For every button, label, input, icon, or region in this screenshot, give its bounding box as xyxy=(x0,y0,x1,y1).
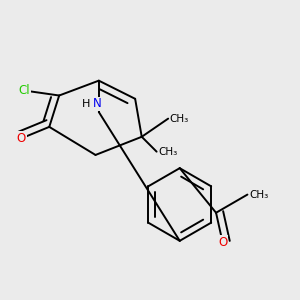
Text: N: N xyxy=(93,97,101,110)
Text: CH₃: CH₃ xyxy=(170,114,189,124)
Text: CH₃: CH₃ xyxy=(158,147,178,157)
Text: O: O xyxy=(16,132,26,145)
Text: O: O xyxy=(218,236,227,249)
Text: Cl: Cl xyxy=(19,84,30,97)
Text: H: H xyxy=(81,99,90,109)
Text: CH₃: CH₃ xyxy=(249,190,268,200)
